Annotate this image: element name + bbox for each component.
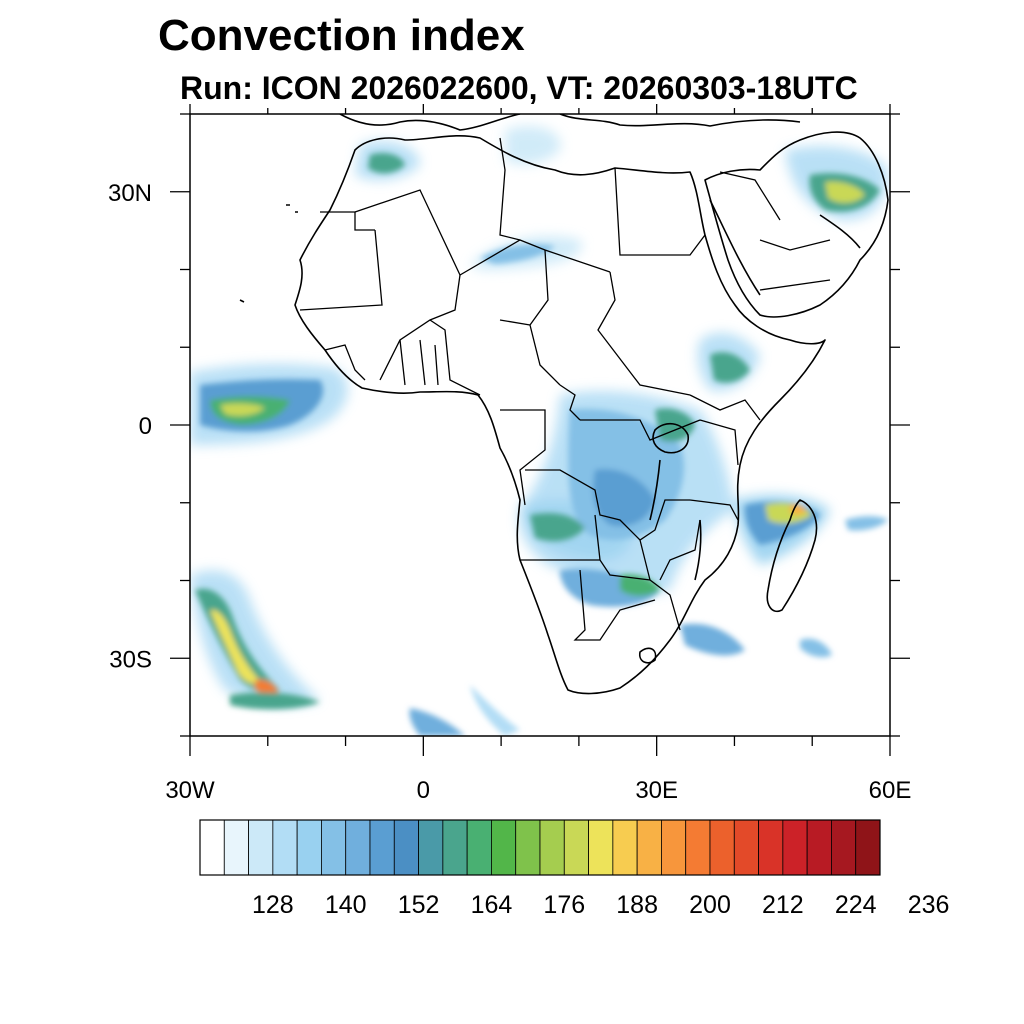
y-tick-label: 0: [139, 413, 152, 440]
colorbar-label: 212: [762, 891, 804, 919]
chart-title: Convection index: [158, 11, 525, 60]
colorbar-swatch: [321, 819, 347, 876]
colorbar-label: 224: [835, 891, 877, 919]
colorbar-swatch: [661, 819, 687, 876]
colorbar-swatch: [248, 819, 274, 876]
colorbar-label: 236: [908, 891, 950, 919]
colorbar-label: 164: [471, 891, 513, 919]
colorbar-swatch: [758, 819, 784, 876]
x-tick-label: 30E: [635, 777, 678, 804]
convection-field: [190, 126, 888, 736]
colorbar-swatch: [588, 819, 614, 876]
country-borders: [299, 137, 831, 641]
colorbar-frame: [199, 819, 881, 876]
colorbar-swatch: [733, 819, 759, 876]
colorbar-label: 128: [252, 891, 294, 919]
colorbar-swatch: [806, 819, 832, 876]
colorbar-swatch: [491, 819, 517, 876]
colorbar-swatch: [369, 819, 395, 876]
colorbar: 128 140 152 164 176 188 200 212 224 236: [199, 819, 950, 919]
colorbar-label: 188: [616, 891, 658, 919]
colorbar-swatch: [345, 819, 371, 876]
colorbar-swatch: [709, 819, 735, 876]
colorbar-swatch: [296, 819, 322, 876]
colorbar-swatch: [612, 819, 638, 876]
colorbar-swatch: [563, 819, 589, 876]
colorbar-swatch: [393, 819, 419, 876]
colorbar-swatch: [782, 819, 808, 876]
colorbar-swatch: [636, 819, 662, 876]
colorbar-swatch: [685, 819, 711, 876]
colorbar-swatch: [831, 819, 857, 876]
chart-subtitle: Run: ICON 2026022600, VT: 20260303-18UTC: [180, 70, 858, 106]
map-axes: 30W 0 30E 60E 30N 0 30S: [108, 104, 911, 804]
colorbar-label: 176: [543, 891, 585, 919]
x-tick-label: 60E: [869, 777, 912, 804]
colorbar-label: 152: [398, 891, 440, 919]
colorbar-swatch: [442, 819, 468, 876]
colorbar-swatch: [855, 819, 881, 876]
colorbar-swatch: [272, 819, 298, 876]
x-tick-label: 30W: [165, 777, 215, 804]
colorbar-swatch: [539, 819, 565, 876]
colorbar-swatch: [515, 819, 541, 876]
colorbar-swatch: [199, 819, 225, 876]
x-tick-label: 0: [417, 777, 430, 804]
coastlines: [239, 114, 889, 695]
colorbar-swatch: [418, 819, 444, 876]
colorbar-label: 140: [325, 891, 367, 919]
colorbar-label: 200: [689, 891, 731, 919]
y-tick-label: 30S: [109, 646, 152, 673]
y-tick-label: 30N: [108, 180, 152, 207]
colorbar-swatch: [466, 819, 492, 876]
colorbar-swatch: [223, 819, 249, 876]
